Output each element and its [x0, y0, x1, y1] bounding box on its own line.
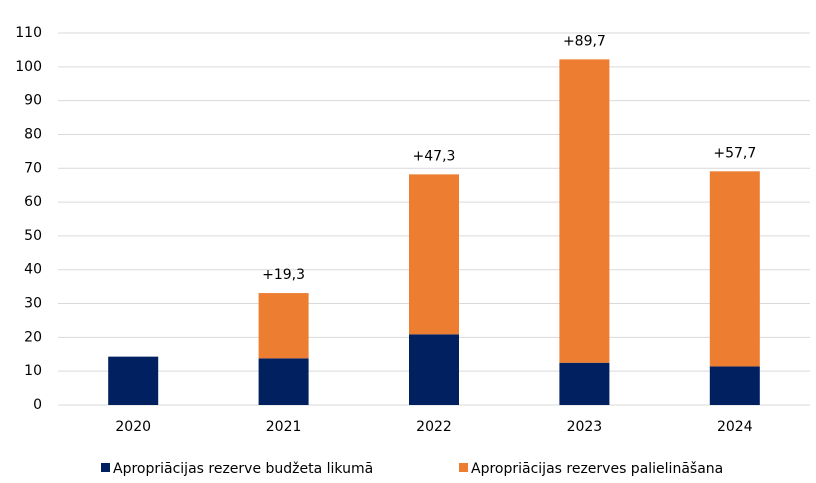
bar-segment [709, 366, 760, 405]
x-tick-label: 2021 [266, 419, 302, 435]
bar-segment [258, 358, 309, 405]
value-label: +89,7 [563, 33, 606, 49]
x-tick-label: 2020 [115, 419, 151, 435]
legend-swatch [459, 463, 468, 472]
value-label: +47,3 [413, 148, 456, 164]
y-tick-label: 70 [24, 160, 42, 176]
y-tick-label: 50 [24, 228, 42, 244]
x-tick-label: 2023 [567, 419, 603, 435]
bar-segment [709, 171, 760, 367]
legend-swatch [101, 463, 110, 472]
bar-segment [559, 59, 610, 363]
legend-label: Apropriācijas rezerves palielināšana [471, 461, 723, 477]
y-tick-label: 90 [24, 93, 42, 109]
x-tick-label: 2024 [717, 419, 753, 435]
y-tick-label: 100 [15, 59, 42, 75]
y-tick-label: 30 [24, 296, 42, 312]
value-label: +57,7 [713, 145, 756, 161]
y-tick-label: 80 [24, 126, 42, 142]
y-tick-label: 60 [24, 194, 42, 210]
bar-segment [559, 362, 610, 405]
y-tick-label: 20 [24, 329, 42, 345]
y-tick-label: 10 [24, 363, 42, 379]
bar-segment [409, 334, 459, 405]
y-tick-label: 40 [24, 262, 42, 278]
bar-segment [258, 293, 309, 359]
bar-segment [409, 174, 459, 335]
value-label: +19,3 [262, 267, 305, 283]
y-tick-label: 0 [33, 397, 42, 413]
x-tick-label: 2022 [416, 419, 452, 435]
bar-segment [108, 356, 159, 405]
y-tick-label: 110 [15, 25, 42, 41]
legend-label: Apropriācijas rezerve budžeta likumā [113, 461, 373, 477]
